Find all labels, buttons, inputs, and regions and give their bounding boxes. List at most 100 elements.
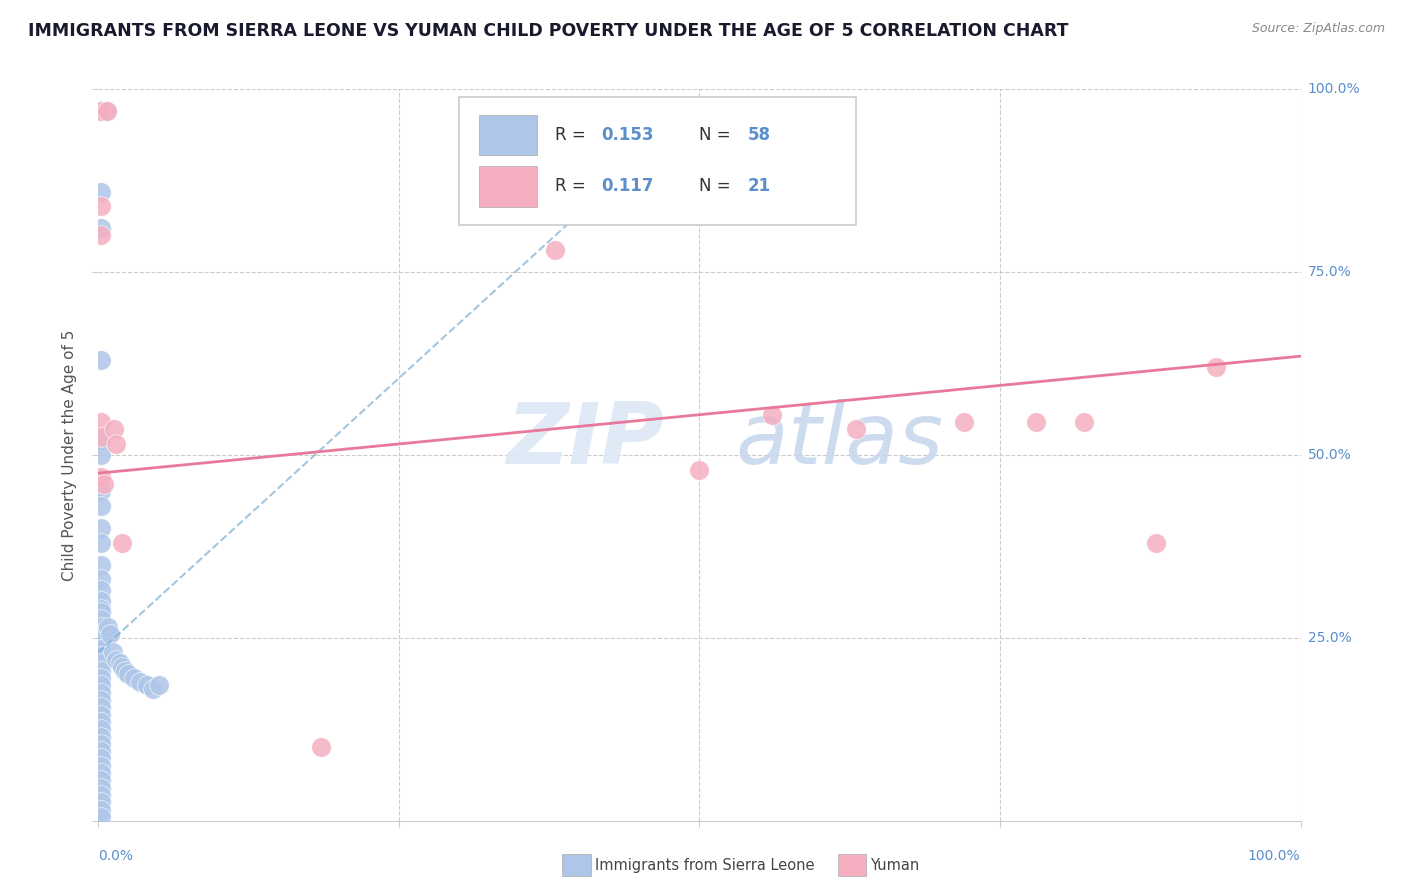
- FancyBboxPatch shape: [479, 115, 537, 155]
- Point: [124, 671, 146, 685]
- Point: [90, 104, 112, 119]
- Point: [114, 664, 136, 678]
- Text: 0.0%: 0.0%: [98, 849, 134, 863]
- Text: Yuman: Yuman: [870, 858, 920, 872]
- Text: ZIP: ZIP: [506, 399, 664, 482]
- Point: [129, 674, 152, 689]
- Point: [90, 228, 112, 243]
- Point: [90, 671, 112, 685]
- Point: [90, 572, 112, 586]
- Point: [90, 484, 112, 499]
- Point: [90, 605, 112, 619]
- Text: 21: 21: [748, 178, 770, 195]
- Point: [97, 620, 120, 634]
- FancyBboxPatch shape: [479, 167, 537, 207]
- Point: [90, 104, 112, 119]
- Point: [111, 535, 134, 549]
- Point: [105, 653, 128, 667]
- Point: [90, 627, 112, 641]
- Point: [90, 583, 112, 598]
- Point: [90, 758, 112, 772]
- Text: N =: N =: [699, 178, 737, 195]
- Point: [90, 693, 112, 707]
- Point: [117, 667, 139, 681]
- Text: R =: R =: [555, 178, 592, 195]
- Point: [90, 634, 112, 648]
- Point: [90, 430, 112, 444]
- Point: [90, 737, 112, 751]
- Text: 100.0%: 100.0%: [1308, 82, 1360, 96]
- Point: [953, 415, 976, 429]
- Point: [90, 707, 112, 722]
- Point: [90, 788, 112, 802]
- Text: Source: ZipAtlas.com: Source: ZipAtlas.com: [1251, 22, 1385, 36]
- Point: [90, 558, 112, 572]
- Point: [90, 185, 112, 199]
- Point: [90, 714, 112, 729]
- Point: [1205, 360, 1227, 375]
- Text: 0.153: 0.153: [600, 127, 654, 145]
- Point: [90, 751, 112, 765]
- Point: [845, 422, 868, 436]
- Point: [90, 415, 112, 429]
- Point: [148, 678, 170, 692]
- Point: [1144, 535, 1167, 549]
- Point: [90, 641, 112, 656]
- Point: [761, 408, 783, 422]
- Point: [90, 535, 112, 549]
- Text: IMMIGRANTS FROM SIERRA LEONE VS YUMAN CHILD POVERTY UNDER THE AGE OF 5 CORRELATI: IMMIGRANTS FROM SIERRA LEONE VS YUMAN CH…: [28, 22, 1069, 40]
- Point: [90, 678, 112, 692]
- Point: [90, 521, 112, 535]
- Text: 58: 58: [748, 127, 770, 145]
- Point: [90, 810, 112, 824]
- Point: [90, 594, 112, 608]
- Point: [309, 740, 332, 755]
- Point: [90, 803, 112, 817]
- Point: [90, 499, 112, 513]
- Point: [90, 664, 112, 678]
- Point: [544, 243, 567, 257]
- FancyBboxPatch shape: [458, 96, 856, 225]
- Point: [105, 437, 128, 451]
- Point: [90, 221, 112, 235]
- Point: [90, 766, 112, 780]
- Point: [103, 422, 125, 436]
- Y-axis label: Child Poverty Under the Age of 5: Child Poverty Under the Age of 5: [62, 329, 77, 581]
- Point: [1073, 415, 1095, 429]
- Text: Immigrants from Sierra Leone: Immigrants from Sierra Leone: [595, 858, 814, 872]
- Point: [141, 681, 163, 696]
- Text: N =: N =: [699, 127, 737, 145]
- Point: [90, 613, 112, 627]
- Text: atlas: atlas: [735, 399, 943, 482]
- Point: [90, 744, 112, 758]
- Point: [96, 104, 118, 119]
- Text: 100.0%: 100.0%: [1249, 849, 1301, 863]
- Point: [90, 352, 112, 367]
- Point: [93, 477, 115, 491]
- Text: 75.0%: 75.0%: [1308, 265, 1351, 279]
- Point: [90, 773, 112, 788]
- Point: [90, 700, 112, 714]
- Point: [101, 645, 124, 659]
- Point: [90, 796, 112, 810]
- Point: [100, 627, 122, 641]
- Point: [90, 657, 112, 671]
- Point: [688, 462, 710, 476]
- Text: 25.0%: 25.0%: [1308, 631, 1351, 645]
- Point: [90, 780, 112, 795]
- Point: [96, 104, 118, 119]
- Point: [90, 199, 112, 213]
- Point: [90, 448, 112, 462]
- Point: [90, 730, 112, 744]
- Text: 50.0%: 50.0%: [1308, 448, 1351, 462]
- Text: 0.117: 0.117: [600, 178, 654, 195]
- Point: [1025, 415, 1047, 429]
- Point: [135, 678, 157, 692]
- Point: [90, 434, 112, 448]
- Point: [111, 660, 134, 674]
- Point: [90, 723, 112, 737]
- Point: [90, 686, 112, 700]
- Point: [90, 601, 112, 615]
- Text: R =: R =: [555, 127, 592, 145]
- Point: [108, 657, 131, 671]
